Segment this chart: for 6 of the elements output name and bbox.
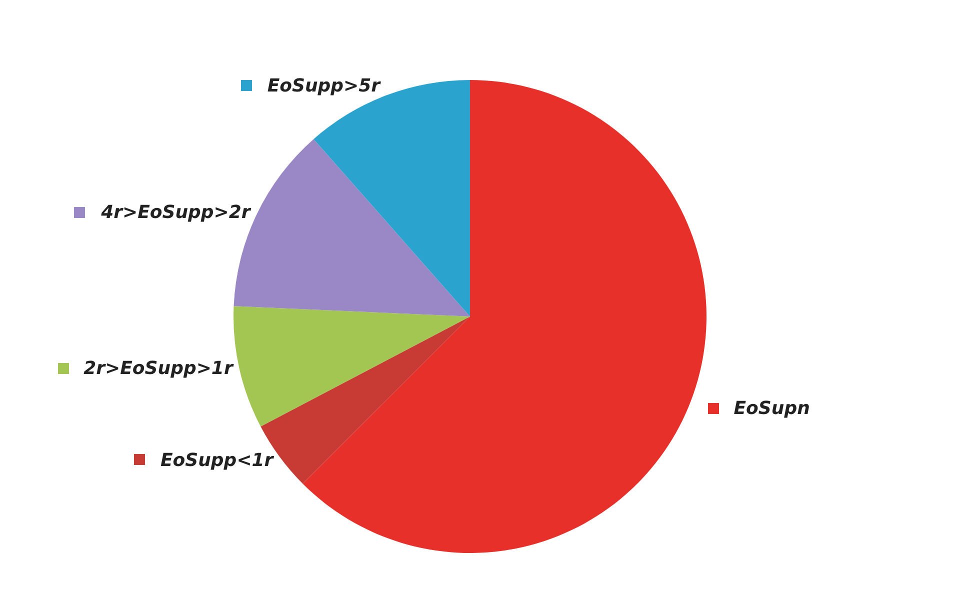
legend-label: EoSupp>5r	[267, 76, 382, 97]
legend-label: 4r>EoSupp>2r	[100, 202, 252, 224]
pie-slice	[234, 306, 470, 427]
legend-label: EoSupn	[734, 398, 810, 420]
legend-label: 2r>EoSupp>1r	[84, 358, 234, 380]
legend-label: EoSupp<1r	[160, 450, 274, 471]
